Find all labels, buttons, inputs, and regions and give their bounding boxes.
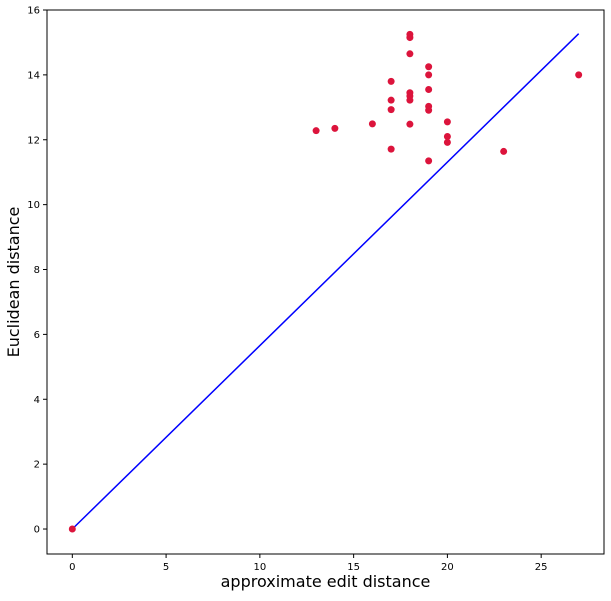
x-axis-ticks: 0 5 10 15 20 25 <box>69 554 548 573</box>
y-tick-label: 12 <box>27 135 40 146</box>
scatter-point <box>387 145 395 153</box>
y-tick-label: 4 <box>34 395 40 406</box>
scatter-point <box>443 138 451 146</box>
y-tick-label: 10 <box>27 200 40 211</box>
scatter-point <box>425 157 433 165</box>
scatter-point <box>387 96 395 104</box>
scatter-point <box>425 63 433 71</box>
x-tick-label: 25 <box>535 562 548 573</box>
scatter-point <box>387 77 395 85</box>
y-tick-label: 6 <box>34 330 40 341</box>
plot-area <box>68 30 583 533</box>
scatter-point <box>406 96 414 104</box>
x-axis-label: approximate edit distance <box>221 572 431 591</box>
scatter-point <box>312 127 320 135</box>
y-tick-label: 0 <box>34 525 40 536</box>
scatter-point <box>443 133 451 141</box>
y-axis-label: Euclidean distance <box>4 207 23 358</box>
scatter-point <box>406 50 414 58</box>
x-tick-label: 15 <box>347 562 360 573</box>
x-tick-label: 0 <box>69 562 75 573</box>
axes-frame <box>46 9 605 555</box>
scatter-point <box>425 71 433 79</box>
y-axis-ticks: 0 2 4 6 8 10 12 14 16 <box>27 6 47 536</box>
scatter-point <box>406 120 414 128</box>
x-tick-label: 20 <box>441 562 454 573</box>
scatter-point <box>331 124 339 132</box>
scatter-point <box>387 106 395 114</box>
scatter-point <box>406 34 414 42</box>
x-tick-label: 10 <box>253 562 266 573</box>
y-tick-label: 14 <box>27 70 40 81</box>
y-tick-label: 8 <box>34 265 40 276</box>
scatter-point <box>500 147 508 155</box>
y-tick-label: 2 <box>34 460 40 471</box>
scatter-point <box>425 106 433 114</box>
scatter-point <box>443 118 451 126</box>
scatter-point <box>368 120 376 128</box>
scatter-point <box>425 85 433 93</box>
x-tick-label: 5 <box>163 562 169 573</box>
scatter-point <box>575 71 583 79</box>
reference-line <box>71 33 580 530</box>
y-tick-label: 16 <box>27 6 40 17</box>
scatter-point <box>68 525 76 533</box>
